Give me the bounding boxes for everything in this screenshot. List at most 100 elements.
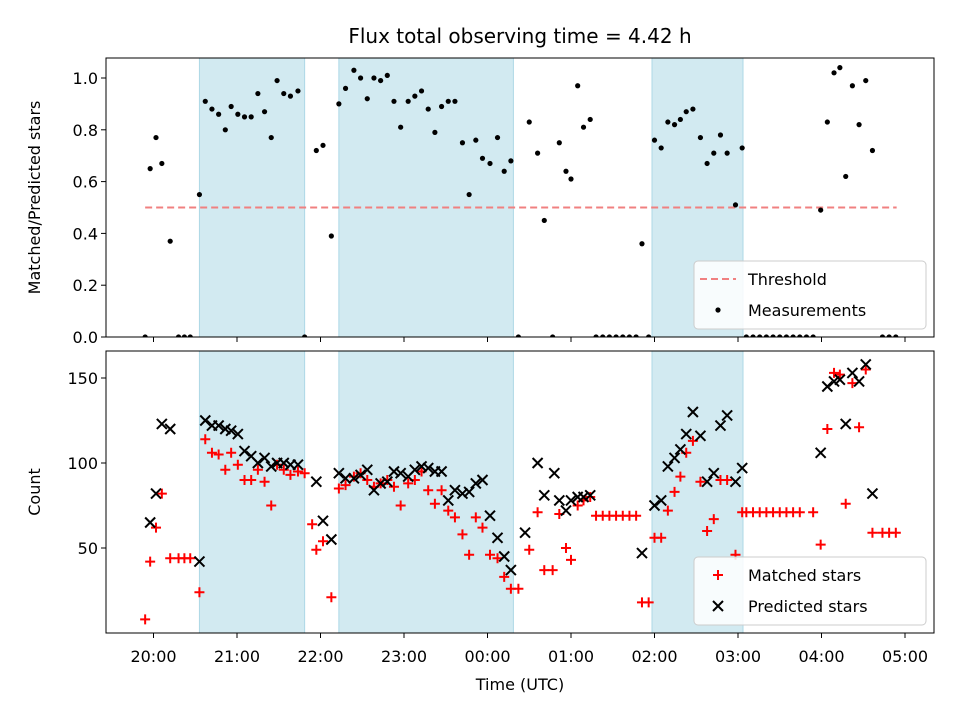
measurement-point	[626, 334, 633, 337]
measurement-point	[425, 106, 431, 112]
measurement-point	[391, 98, 397, 104]
matched-star-point	[259, 476, 270, 487]
matched-star-point	[572, 500, 583, 511]
y-tick-label: 150	[67, 369, 98, 388]
predicted-star-point	[150, 487, 162, 500]
legend-predicted-swatch	[712, 600, 724, 612]
matched-star-point	[145, 556, 156, 567]
measurement-point	[797, 334, 803, 337]
measurement-point	[187, 334, 193, 337]
predicted-star-point	[232, 428, 244, 440]
measurement-point	[384, 72, 390, 79]
measurement-point	[153, 134, 159, 141]
measurement-point	[639, 241, 645, 247]
predicted-star-point	[565, 494, 577, 507]
measurement-point	[261, 109, 268, 115]
predicted-star-point	[238, 445, 251, 457]
matched-star-point	[395, 500, 406, 511]
matched-star-point	[890, 527, 901, 538]
predicted-star-point	[325, 533, 338, 546]
matched-star-point	[675, 471, 686, 482]
predicted-star-point	[814, 447, 827, 459]
matched-star-point	[702, 526, 713, 536]
matched-star-point	[464, 549, 475, 560]
measurement-point	[479, 155, 486, 161]
predicted-star-point	[538, 489, 550, 502]
y-tick-label: 0.2	[73, 276, 98, 295]
x-tick-label: 21:00	[214, 647, 260, 666]
matched-star-point	[585, 492, 596, 502]
measurement-point	[743, 334, 749, 337]
predicted-star-point	[333, 467, 345, 479]
y-tick-label: 0.8	[73, 121, 98, 140]
x-tick-label: 05:00	[882, 647, 928, 666]
measurement-point	[371, 75, 377, 81]
measurement-point	[658, 145, 664, 151]
matched-star-point	[194, 587, 205, 598]
legend: Threshold Measurements	[693, 260, 927, 330]
predicted-star-point	[252, 457, 264, 469]
y-axis-label: Matched/Predicted stars	[25, 101, 44, 295]
predicted-star-point	[680, 428, 692, 440]
matched-star-point	[362, 475, 373, 485]
predicted-star-point	[505, 564, 517, 576]
y-axis-label: Count	[25, 468, 44, 516]
measurement-point	[274, 77, 280, 84]
matched-star-point	[532, 507, 543, 518]
predicted-star-point	[531, 457, 544, 469]
y-tick-label: 1.0	[73, 69, 98, 88]
predicted-star-point	[156, 418, 168, 430]
matched-star-point	[547, 565, 558, 576]
matched-star-point	[499, 571, 510, 582]
measurement-point	[147, 166, 153, 172]
predicted-star-point	[853, 375, 865, 388]
matched-star-point	[226, 447, 237, 458]
predicted-star-point	[687, 406, 699, 418]
predicted-star-point	[394, 467, 407, 479]
measurement-point	[515, 334, 521, 337]
y-tick-label: 50	[78, 539, 98, 558]
matched-star-point	[213, 449, 224, 460]
measurement-point	[563, 168, 569, 174]
legend-measurements-swatch	[715, 307, 721, 313]
predicted-star-point	[193, 555, 206, 568]
y-tick-label: 0.4	[73, 224, 98, 243]
measurement-point	[526, 119, 532, 125]
matched-star-point	[311, 544, 322, 555]
predicted-star-point	[498, 550, 510, 563]
predicted-star-point	[374, 477, 387, 490]
measurement-point	[241, 114, 248, 120]
predicted-star-point	[662, 460, 674, 473]
legend-box	[693, 556, 927, 626]
matched-star-point	[299, 468, 310, 479]
matched-star-point	[333, 483, 344, 494]
measurement-point	[790, 334, 796, 337]
measurement-point	[550, 334, 556, 337]
measurement-point	[690, 106, 696, 112]
matched-star-point	[388, 481, 399, 492]
legend-entry-label: Measurements	[748, 301, 866, 320]
matched-star-point	[829, 367, 840, 378]
predicted-star-point	[674, 443, 687, 456]
measurements-panel: 0.0 0.2 0.4 0.6 0.8 1.0 Matched/Predicted star…	[25, 57, 935, 347]
measurement-point	[320, 142, 326, 148]
predicted-star-point	[476, 474, 489, 486]
measurement-point	[351, 67, 357, 73]
matched-star-point	[860, 364, 871, 375]
matched-star-point	[318, 536, 329, 547]
matched-star-point	[185, 553, 196, 564]
predicted-star-point	[484, 509, 496, 522]
matched-star-point	[200, 434, 211, 445]
measurement-point	[824, 119, 830, 125]
measurement-point	[228, 103, 234, 110]
measurement-point	[770, 334, 776, 337]
matched-star-point	[292, 466, 303, 477]
matched-star-point	[477, 522, 488, 533]
predicted-star-point	[491, 532, 504, 544]
matched-star-point	[246, 475, 257, 485]
measurement-point	[843, 173, 849, 180]
predicted-star-point	[860, 358, 872, 371]
measurement-point	[313, 147, 319, 154]
matched-star-point	[631, 510, 642, 521]
measurement-point	[818, 207, 824, 213]
